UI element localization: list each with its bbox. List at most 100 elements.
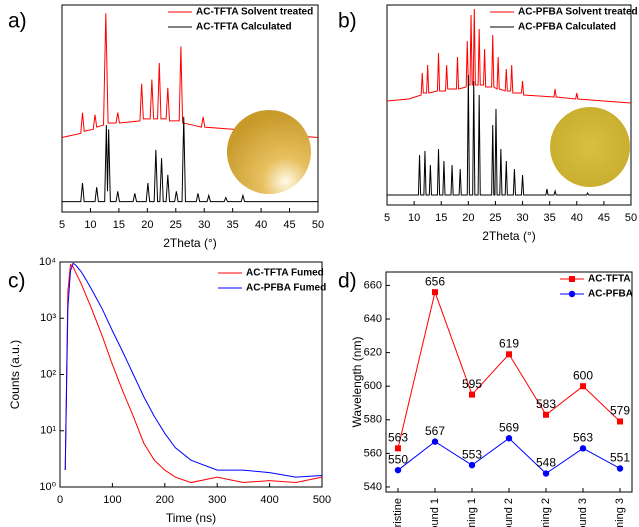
x-tick-label: 5 xyxy=(384,212,390,224)
panel-label: d) xyxy=(338,270,357,293)
x-tick-label: 400 xyxy=(260,494,278,506)
x-tick-label: 100 xyxy=(103,494,121,506)
x-tick-label: 25 xyxy=(489,212,501,224)
panel-label: c) xyxy=(8,270,26,293)
y-tick-label: 10² xyxy=(40,368,56,380)
x-tick-label: 45 xyxy=(598,212,610,224)
legend-label: AC-TFTA xyxy=(588,274,631,285)
x-tick-label: 35 xyxy=(544,212,556,224)
legend-label: AC-PFBA Fumed xyxy=(246,283,326,294)
y-axis-title: Counts (a.u.) xyxy=(8,340,22,409)
x-tick-label: 15 xyxy=(435,212,447,224)
y-tick-label: 660 xyxy=(364,279,382,291)
x-tick-label: 30 xyxy=(516,212,528,224)
series-line xyxy=(387,74,631,196)
sample-photo xyxy=(227,110,311,194)
y-tick-label: 10¹ xyxy=(40,425,56,437)
x-tick-label: 50 xyxy=(625,212,637,224)
marker xyxy=(580,383,586,390)
x-tick-label: Fuming 2 xyxy=(540,498,552,527)
x-axis-title: 2Theta (°) xyxy=(163,236,216,250)
data-label: 656 xyxy=(425,274,445,288)
x-tick-label: Fuming 1 xyxy=(466,498,478,527)
marker xyxy=(431,438,439,445)
marker xyxy=(505,435,513,442)
series-line xyxy=(61,13,319,138)
y-tick-label: 560 xyxy=(364,447,382,459)
x-tick-label: 20 xyxy=(141,219,153,231)
marker xyxy=(394,466,402,474)
legend-label: AC-TFTA Fumed xyxy=(246,268,324,279)
y-tick-label: 10⁴ xyxy=(39,256,56,268)
panel-label: b) xyxy=(338,10,357,33)
series-line xyxy=(64,262,323,478)
marker xyxy=(543,411,549,418)
plot-frame xyxy=(386,4,632,206)
data-label: 550 xyxy=(388,452,408,466)
data-label: 600 xyxy=(573,368,593,382)
series-line xyxy=(64,263,323,484)
sample-photo xyxy=(550,107,630,187)
x-tick-label: 15 xyxy=(113,219,125,231)
data-label: 563 xyxy=(573,431,593,445)
x-tick-label: 45 xyxy=(283,219,295,231)
x-tick-label: 40 xyxy=(571,212,583,224)
y-tick-label: 640 xyxy=(364,313,382,325)
plot-frame xyxy=(61,4,319,213)
data-label: 551 xyxy=(610,451,630,465)
data-label: 579 xyxy=(610,404,630,418)
y-tick-label: 10³ xyxy=(40,312,56,324)
x-tick-label: 40 xyxy=(255,219,267,231)
x-tick-label: Ground 1 xyxy=(429,498,441,527)
legend-marker xyxy=(568,290,576,298)
y-axis-title: Wavelength (nm) xyxy=(350,337,364,428)
data-label: 569 xyxy=(499,420,519,434)
y-tick-label: 580 xyxy=(364,414,382,426)
legend-label: AC-TFTA Calculated xyxy=(196,22,292,33)
x-tick-label: Ground 2 xyxy=(503,498,515,527)
x-tick-label: Ground 3 xyxy=(577,498,589,527)
y-tick-label: 600 xyxy=(364,380,382,392)
x-tick-label: 10 xyxy=(408,212,420,224)
x-axis-title: Time (ns) xyxy=(166,511,216,525)
legend-label: AC-PFBA Calculated xyxy=(518,22,616,33)
x-tick-label: 500 xyxy=(313,494,331,506)
x-tick-label: 25 xyxy=(170,219,182,231)
x-tick-label: 0 xyxy=(57,494,63,506)
x-tick-label: Fuming 3 xyxy=(614,498,626,527)
marker xyxy=(395,445,401,452)
x-tick-label: 5 xyxy=(59,219,65,231)
y-tick-label: 620 xyxy=(364,347,382,359)
marker xyxy=(468,461,476,469)
series-line xyxy=(62,116,318,203)
data-label: 595 xyxy=(462,377,482,391)
data-label: 619 xyxy=(499,336,519,350)
x-tick-label: 50 xyxy=(312,219,324,231)
data-label: 553 xyxy=(462,447,482,461)
x-tick-label: 35 xyxy=(227,219,239,231)
marker xyxy=(617,418,623,425)
x-tick-label: Pristine xyxy=(392,498,404,527)
data-label: 567 xyxy=(425,424,445,438)
x-tick-label: 300 xyxy=(208,494,226,506)
data-label: 548 xyxy=(536,456,556,470)
legend-marker xyxy=(569,276,575,282)
x-tick-label: 200 xyxy=(156,494,174,506)
legend-label: AC-PFBA xyxy=(588,289,633,300)
series-line xyxy=(386,8,632,104)
marker xyxy=(469,391,475,398)
marker xyxy=(506,351,512,358)
x-tick-label: 10 xyxy=(84,219,96,231)
data-label: 583 xyxy=(536,397,556,411)
marker xyxy=(432,289,438,296)
marker xyxy=(579,445,587,452)
legend-label: AC-PFBA Solvent treated xyxy=(518,7,638,18)
data-label: 563 xyxy=(388,431,408,445)
x-tick-label: 30 xyxy=(198,219,210,231)
y-tick-label: 10⁰ xyxy=(39,481,56,493)
marker xyxy=(542,470,550,477)
panel-label: a) xyxy=(8,10,27,33)
